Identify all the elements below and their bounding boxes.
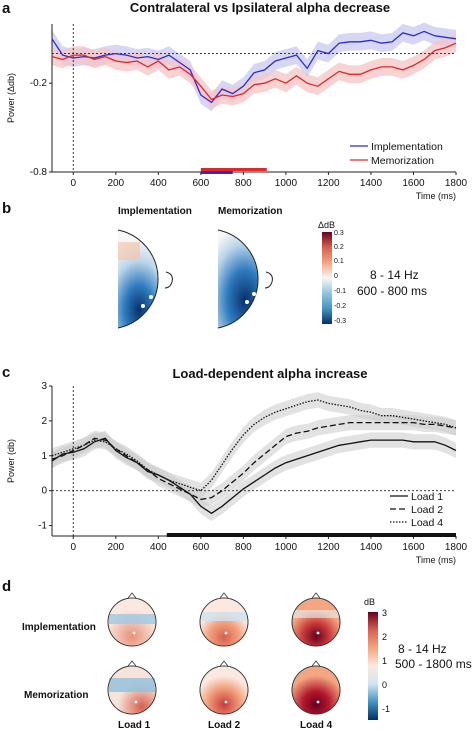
panel-d-window: 500 - 1800 ms [395, 657, 472, 671]
y-tick-label: 1 [41, 451, 47, 462]
colorbar-b-title: ΔdB [318, 220, 336, 230]
x-tick-label: 200 [107, 542, 124, 553]
band-load-2 [52, 415, 456, 507]
legend-label: Load 1 [411, 491, 443, 503]
topo-d-col-load4: Load 4 [300, 720, 333, 731]
band-load-1 [52, 430, 456, 521]
panel-b-window: 600 - 800 ms [357, 284, 428, 298]
y-axis-label: Power (Δdb) [6, 73, 16, 123]
significance-bar [200, 171, 233, 174]
topo-d-mem-load1 [107, 660, 157, 715]
topo-d-grid [107, 592, 341, 715]
colorbar-d-tick: 1 [382, 656, 388, 666]
significance-bar [166, 533, 457, 537]
x-tick-label: 1800 [445, 178, 468, 189]
panel-d-frequency: 8 - 14 Hz [398, 642, 447, 656]
panel-a-letter: a [2, 0, 11, 17]
colorbar-b-tick: 0.3 [334, 230, 344, 237]
colorbar-d-tick: 3 [382, 608, 388, 618]
y-tick-label: -1 [38, 521, 47, 532]
topo-d-row-implementation: Implementation [22, 622, 96, 633]
band-memorization [52, 34, 456, 109]
topo-d-impl-load2 [199, 592, 249, 647]
colorbar-d-tick: 0 [382, 680, 388, 690]
topo-d-mem-load4 [291, 660, 341, 715]
colorbar-b [322, 232, 332, 324]
x-tick-label: 1400 [360, 542, 383, 553]
topo-b-memorization [217, 229, 273, 329]
y-tick-label: 2 [41, 416, 47, 427]
panel-b-frequency: 8 - 14 Hz [370, 268, 419, 282]
y-tick-label: -0.8 [30, 167, 48, 178]
y-axis-label: Power (db) [6, 439, 16, 483]
legend-label: Load 2 [411, 504, 443, 516]
colorbar-b-tick: -0.3 [334, 318, 347, 325]
x-tick-label: 1600 [402, 542, 425, 553]
y-tick-label: 0 [41, 486, 47, 497]
x-tick-label: 1400 [360, 178, 383, 189]
x-tick-label: 800 [235, 542, 252, 553]
chart-a: 0 200 400 600 800 1000 1200 1400 1600 1800 -0.2 -0.… [6, 22, 468, 201]
x-tick-label: 400 [150, 178, 167, 189]
topo-b-implementation [117, 229, 173, 329]
topo-d-impl-load4 [291, 592, 341, 647]
legend-label: Load 4 [411, 517, 443, 529]
x-tick-label: 1600 [402, 178, 425, 189]
x-tick-label: 200 [107, 178, 124, 189]
topo-d-impl-load1 [107, 592, 157, 647]
x-tick-label: 1000 [275, 178, 298, 189]
x-tick-label: 0 [70, 178, 76, 189]
band-load-4 [52, 392, 456, 499]
legend-label: Implementation [371, 141, 443, 153]
colorbar-d-title: dB [364, 597, 376, 607]
panel-b-letter: b [2, 200, 12, 217]
colorbar-b-tick: 0.1 [334, 258, 344, 265]
y-tick-label: 3 [41, 381, 47, 392]
x-axis-label: Time (ms) [416, 555, 456, 565]
topo-d-row-memorization: Memorization [24, 690, 89, 701]
panel-d-letter: d [2, 578, 12, 595]
colorbar-d-tick: -1 [382, 704, 391, 714]
series-line-load-4 [51, 399, 457, 492]
colorbar-d-tick: 2 [382, 632, 388, 642]
colorbar-b-tick: 0.2 [334, 244, 344, 251]
topo-b-label-implementation: Implementation [118, 206, 192, 217]
x-tick-label: 400 [150, 542, 167, 553]
x-tick-label: 1000 [275, 542, 298, 553]
series-line-memorization [51, 42, 457, 101]
panel-a-title: Contralateral vs Ipsilateral alpha decre… [129, 0, 391, 15]
panel-c-title: Load-dependent alpha increase [172, 366, 368, 381]
x-tick-label: 1200 [317, 178, 340, 189]
panel-c-letter: c [2, 364, 11, 381]
chart-c: 0 200 400 600 800 1000 1200 1400 1600 1800 3 2 1 0 -1 T… [6, 381, 468, 565]
series-line-load-1 [51, 437, 457, 515]
x-tick-label: 1200 [317, 542, 340, 553]
topo-d-col-load2: Load 2 [208, 720, 241, 731]
band-implementation [52, 22, 456, 112]
y-tick-label: -0.2 [30, 78, 48, 89]
x-tick-label: 0 [70, 542, 76, 553]
colorbar-b-tick: -0.2 [334, 303, 347, 310]
colorbar-d [368, 612, 378, 720]
legend-label: Memorization [371, 155, 434, 167]
topo-d-col-load1: Load 1 [118, 720, 151, 731]
topo-d-mem-load2 [199, 660, 249, 715]
x-tick-label: 1800 [445, 542, 468, 553]
x-tick-label: 600 [192, 178, 209, 189]
colorbar-b-tick: -0.1 [334, 288, 347, 295]
x-tick-label: 800 [235, 178, 252, 189]
series-line-implementation [51, 30, 457, 104]
topo-b-label-memorization: Memorization [218, 206, 283, 217]
x-tick-label: 600 [192, 542, 209, 553]
significance-bar [200, 168, 267, 171]
x-axis-label: Time (ms) [416, 191, 456, 201]
colorbar-b-tick: 0 [334, 273, 338, 280]
